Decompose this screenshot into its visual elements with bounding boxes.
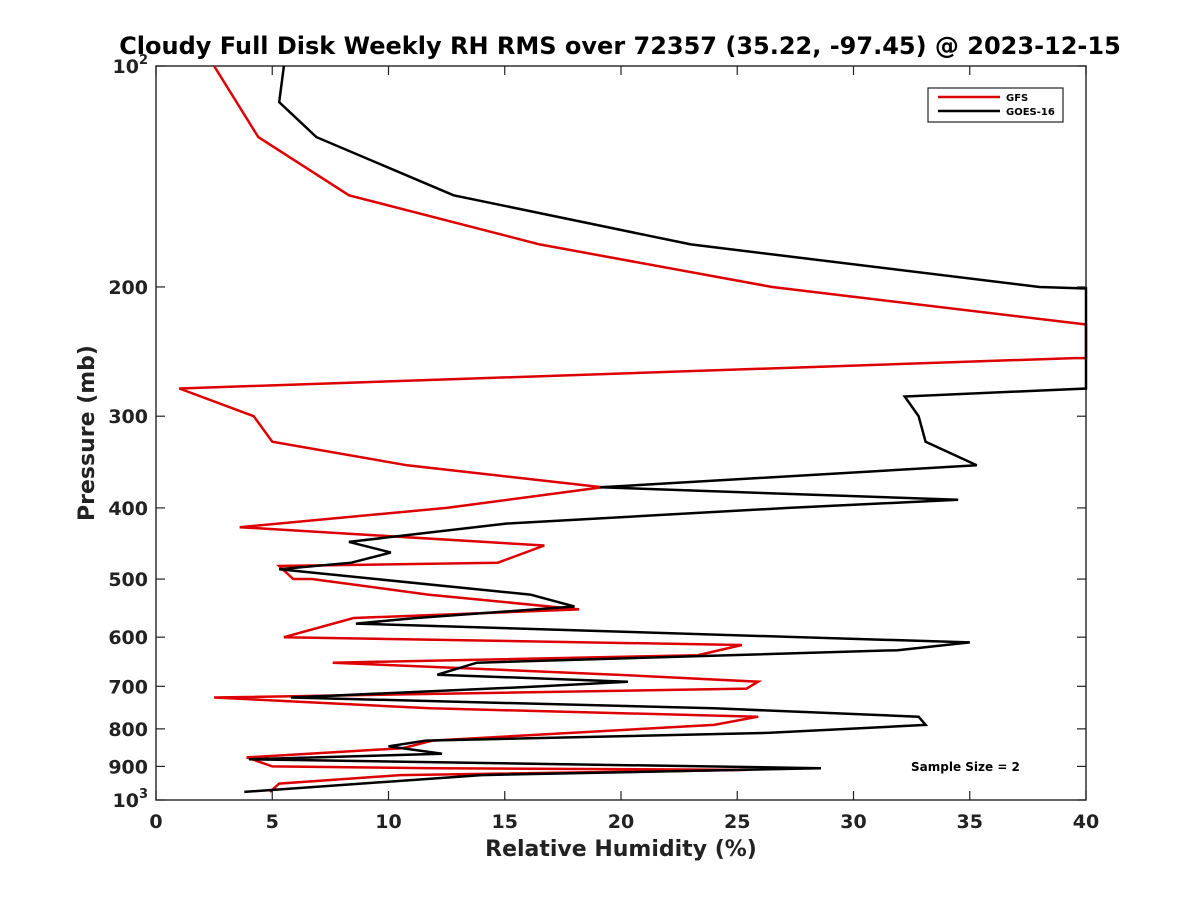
y-tick-label: 500 xyxy=(108,569,148,591)
x-axis: 0 5 10 15 20 25 30 35 40 xyxy=(149,66,1099,833)
y-tick-label: 103 xyxy=(113,787,149,812)
y-tick-label: 600 xyxy=(108,627,148,649)
x-tick-label: 30 xyxy=(840,811,866,833)
x-tick-label: 35 xyxy=(957,811,983,833)
x-tick-label: 25 xyxy=(724,811,750,833)
x-tick-label: 0 xyxy=(149,811,162,833)
x-tick-label: 5 xyxy=(266,811,279,833)
y-tick-label: 900 xyxy=(108,756,148,778)
series-group xyxy=(178,65,1088,794)
y-tick-label: 400 xyxy=(108,498,148,520)
y-tick-label: 700 xyxy=(108,676,148,698)
x-tick-label: 20 xyxy=(608,811,634,833)
x-tick-label: 10 xyxy=(375,811,401,833)
legend: GFS GOES-16 xyxy=(927,87,1064,123)
y-axis-label: Pressure (mb) xyxy=(75,345,100,521)
x-axis-label: Relative Humidity (%) xyxy=(485,837,757,862)
legend-label-goes-16: GOES-16 xyxy=(1006,107,1055,118)
x-tick-label: 15 xyxy=(492,811,518,833)
chart-title: Cloudy Full Disk Weekly RH RMS over 7235… xyxy=(119,32,1121,60)
legend-box xyxy=(927,87,1064,123)
series-line-goes-16 xyxy=(244,65,1088,794)
y-tick-label: 200 xyxy=(108,277,148,299)
y-tick-label: 102 xyxy=(113,53,149,78)
sample-size-annotation: Sample Size = 2 xyxy=(911,760,1020,774)
x-tick-label: 40 xyxy=(1073,811,1099,833)
series-line-gfs xyxy=(178,65,1088,793)
legend-label-gfs: GFS xyxy=(1006,93,1028,104)
y-tick-label: 800 xyxy=(108,719,148,741)
y-tick-label: 300 xyxy=(108,406,148,428)
y-axis: 102 200 300 400 500 600 700 800 900 103 xyxy=(108,53,1086,812)
